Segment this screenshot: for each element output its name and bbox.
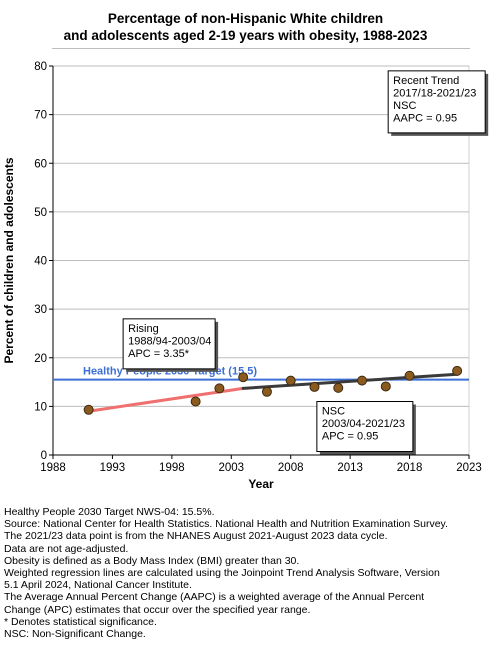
data-point — [357, 375, 368, 386]
data-point — [214, 383, 225, 394]
x-tick-label: 2003 — [218, 462, 244, 474]
x-tick-label: 2018 — [397, 462, 423, 474]
data-point — [261, 386, 272, 397]
footnote-line: The Average Annual Percent Change (AAPC)… — [4, 591, 425, 604]
x-tick-label: 1998 — [159, 462, 185, 474]
x-axis-title: Year — [248, 477, 274, 491]
data-point — [452, 365, 463, 376]
title-divider — [52, 48, 470, 49]
y-axis-title: Percent of children and adolescents — [2, 157, 16, 363]
annotation-line: 2003/04-2021/23 — [322, 418, 405, 430]
footnote-line: Healthy People 2030 Target NWS-04: 15.5%… — [4, 506, 215, 518]
annotation-line: Recent Trend — [393, 75, 459, 87]
footnote-line: 5.1 April 2024, National Cancer Institut… — [4, 579, 192, 592]
y-tick-label: 0 — [41, 450, 47, 462]
chart-title: Percentage of non-Hispanic White childre… — [0, 10, 491, 44]
footnote-line: * Denotes statistical significance. — [4, 615, 157, 628]
annotation-frame — [316, 401, 414, 453]
data-points — [83, 365, 463, 415]
data-point — [285, 375, 296, 386]
annotation-frame — [387, 70, 486, 134]
data-point — [380, 381, 391, 392]
annotation-line: APC = 0.95 — [322, 431, 379, 443]
axis-labels: 0 10 20 30 40 50 60 70 80 1988 1993 1998 2003 2008 201… — [2, 61, 482, 491]
data-point — [333, 382, 344, 393]
footnote-line: The 2021/23 data point is from the NHANE… — [4, 530, 388, 543]
y-tick-label: 80 — [34, 61, 47, 73]
annotation-line: NSC — [393, 100, 416, 112]
annotation-line: AAPC = 0.95 — [393, 112, 457, 124]
y-tick-label: 60 — [34, 158, 47, 170]
x-tick-label: 1993 — [100, 462, 126, 474]
footnote-line: NSC: Non-Significant Change. — [4, 628, 146, 641]
annotation-line: APC = 3.35* — [128, 348, 190, 360]
y-tick-label: 20 — [34, 353, 47, 365]
trend-line — [241, 372, 459, 390]
data-point — [83, 404, 94, 415]
footnote-line: Change (APC) estimates that occur over t… — [4, 603, 311, 616]
annotation-line: NSC — [322, 406, 345, 418]
axes — [49, 65, 470, 459]
annotation-line: 1988/94-2003/04 — [128, 335, 211, 347]
data-point — [238, 372, 249, 383]
chart-title-line-1: Percentage of non-Hispanic White childre… — [107, 11, 384, 26]
footnote-line: Obesity is defined as a Body Mass Index … — [4, 554, 300, 567]
footnotes: Healthy People 2030 Target NWS-04: 15.5%… — [4, 506, 490, 640]
data-point — [309, 381, 320, 392]
x-tick-label: 2023 — [456, 462, 482, 474]
y-tick-label: 10 — [34, 401, 47, 413]
obesity-trend-chart: Healthy People 2030 Target (15.5) Rising… — [2, 61, 489, 491]
y-tick-label: 50 — [34, 207, 47, 219]
y-tick-label: 30 — [34, 304, 47, 316]
footnote-line: Data are not age-adjusted. — [4, 542, 129, 555]
y-tick-label: 70 — [34, 110, 47, 122]
annotation-line: 2017/18-2021/23 — [393, 87, 476, 99]
chart-title-line-2: and adolescents aged 2-19 years with obe… — [63, 28, 428, 43]
data-point — [404, 370, 415, 381]
annotation-line: Rising — [128, 323, 159, 335]
footnote-line: Source: National Center for Health Stati… — [4, 518, 448, 531]
footnote-line: Weighted regression lines are calculated… — [4, 567, 440, 580]
annotation-frame — [122, 318, 216, 370]
x-tick-label: 2008 — [278, 462, 304, 474]
data-point — [190, 396, 201, 407]
y-tick-label: 40 — [34, 256, 47, 268]
x-tick-label: 2013 — [337, 462, 363, 474]
x-tick-label: 1988 — [40, 462, 66, 474]
